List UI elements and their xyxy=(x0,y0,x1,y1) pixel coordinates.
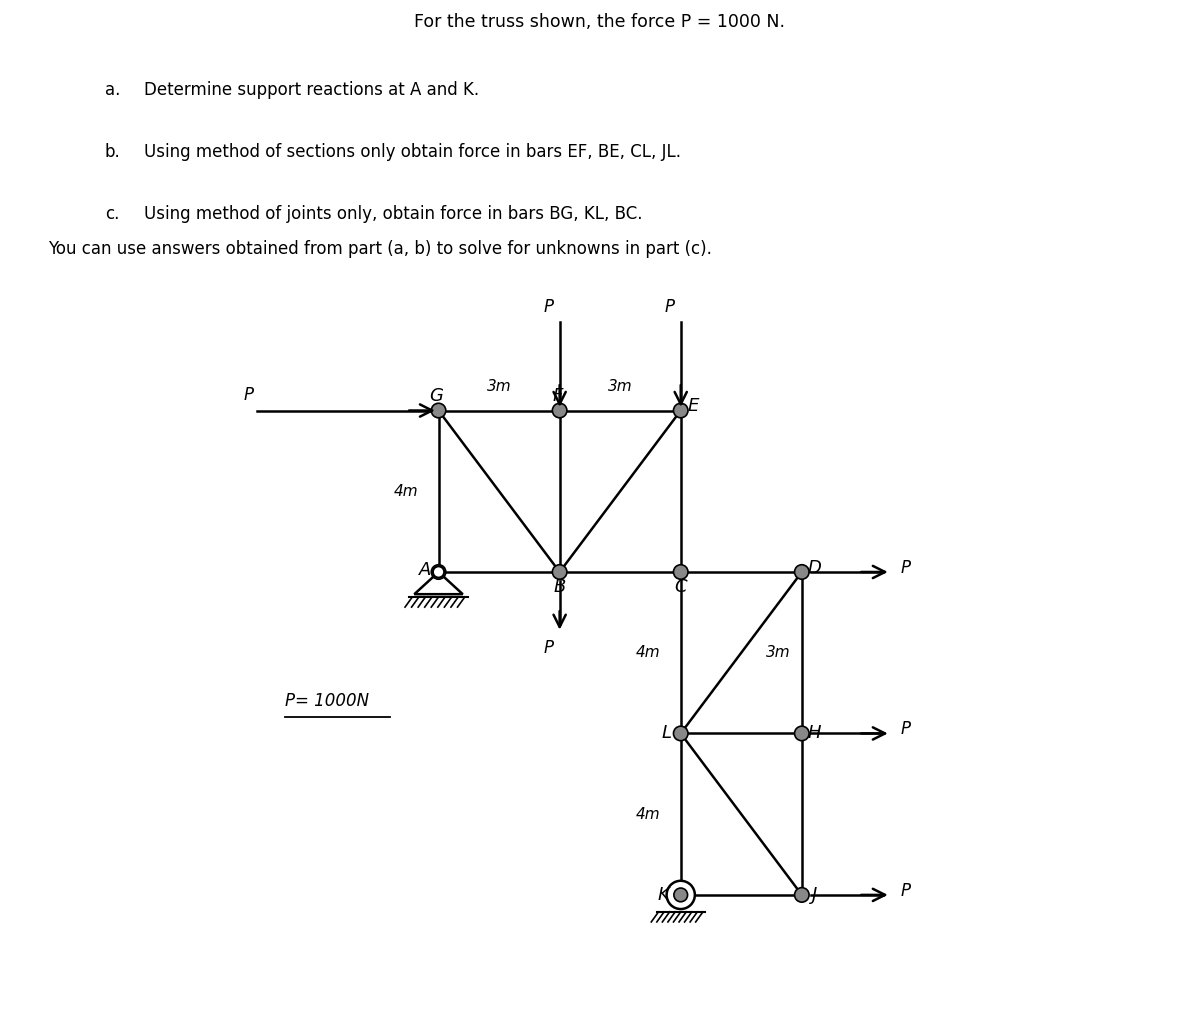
Text: L: L xyxy=(661,724,672,743)
Circle shape xyxy=(673,565,688,579)
Text: For the truss shown, the force P = 1000 N.: For the truss shown, the force P = 1000 … xyxy=(414,13,786,31)
Text: Determine support reactions at A and K.: Determine support reactions at A and K. xyxy=(144,81,479,99)
Text: K: K xyxy=(658,886,670,904)
Text: F: F xyxy=(552,387,563,405)
Circle shape xyxy=(794,888,809,902)
Text: D: D xyxy=(808,559,822,577)
Text: 4m: 4m xyxy=(636,645,660,660)
Text: P: P xyxy=(665,298,674,316)
Text: Using method of sections only obtain force in bars EF, BE, CL, JL.: Using method of sections only obtain for… xyxy=(144,142,682,161)
Text: P: P xyxy=(901,559,911,577)
Text: E: E xyxy=(688,397,700,416)
Circle shape xyxy=(674,888,688,902)
Text: P: P xyxy=(544,639,553,656)
Circle shape xyxy=(667,881,695,909)
Text: 3m: 3m xyxy=(608,379,632,393)
Circle shape xyxy=(794,726,809,741)
Circle shape xyxy=(431,403,446,418)
Text: P: P xyxy=(544,298,553,316)
Text: 4m: 4m xyxy=(636,807,660,822)
Text: 3m: 3m xyxy=(766,645,790,660)
Text: a.: a. xyxy=(104,81,120,99)
Circle shape xyxy=(794,565,809,579)
Circle shape xyxy=(552,565,566,579)
Circle shape xyxy=(673,403,688,418)
Text: G: G xyxy=(430,387,444,405)
Text: P: P xyxy=(901,720,911,739)
Circle shape xyxy=(552,403,566,418)
Text: 4m: 4m xyxy=(394,484,419,499)
Text: B: B xyxy=(553,578,566,596)
Text: A: A xyxy=(420,561,432,579)
Text: C: C xyxy=(674,578,688,596)
Text: P= 1000N: P= 1000N xyxy=(286,692,370,710)
Text: Using method of joints only, obtain force in bars BG, KL, BC.: Using method of joints only, obtain forc… xyxy=(144,204,642,223)
Text: P: P xyxy=(244,386,254,404)
Text: H: H xyxy=(808,724,822,743)
Text: b.: b. xyxy=(104,142,120,161)
Circle shape xyxy=(431,565,446,579)
Circle shape xyxy=(673,726,688,741)
Text: P: P xyxy=(901,882,911,900)
Text: c.: c. xyxy=(106,204,120,223)
Text: J: J xyxy=(812,886,817,904)
Text: 3m: 3m xyxy=(487,379,511,393)
Circle shape xyxy=(433,566,444,578)
Text: You can use answers obtained from part (a, b) to solve for unknowns in part (c).: You can use answers obtained from part (… xyxy=(48,241,712,258)
